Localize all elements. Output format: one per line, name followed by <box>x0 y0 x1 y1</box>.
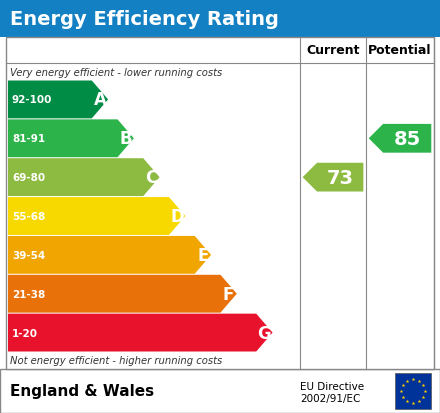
Bar <box>0 369 440 413</box>
Polygon shape <box>303 164 363 192</box>
Text: F: F <box>223 285 235 303</box>
Polygon shape <box>369 125 431 153</box>
Text: 55-68: 55-68 <box>12 211 45 221</box>
Text: Potential: Potential <box>368 44 432 57</box>
Text: Very energy efficient - lower running costs: Very energy efficient - lower running co… <box>10 67 222 77</box>
Polygon shape <box>8 159 160 197</box>
Text: 92-100: 92-100 <box>12 95 52 105</box>
Text: 1-20: 1-20 <box>12 328 38 338</box>
Text: EU Directive: EU Directive <box>300 381 364 391</box>
Text: 2002/91/EC: 2002/91/EC <box>300 393 360 403</box>
Text: Energy Efficiency Rating: Energy Efficiency Rating <box>10 9 279 28</box>
Text: E: E <box>197 246 209 264</box>
Text: England & Wales: England & Wales <box>10 384 154 399</box>
Polygon shape <box>8 275 237 313</box>
Text: 39-54: 39-54 <box>12 250 45 260</box>
Text: A: A <box>94 91 106 109</box>
Polygon shape <box>8 236 211 274</box>
Text: C: C <box>145 169 158 187</box>
Text: 85: 85 <box>393 129 421 148</box>
Text: Current: Current <box>306 44 360 57</box>
Text: B: B <box>119 130 132 148</box>
Text: D: D <box>170 207 184 225</box>
Text: 81-91: 81-91 <box>12 134 45 144</box>
Text: 69-80: 69-80 <box>12 173 45 183</box>
Text: G: G <box>257 324 271 342</box>
Text: Not energy efficient - higher running costs: Not energy efficient - higher running co… <box>10 356 222 366</box>
Bar <box>395 373 431 409</box>
Text: 73: 73 <box>326 168 354 187</box>
Polygon shape <box>8 120 134 158</box>
Polygon shape <box>8 81 108 119</box>
Polygon shape <box>8 314 272 351</box>
Text: 21-38: 21-38 <box>12 289 45 299</box>
Polygon shape <box>8 197 185 235</box>
Bar <box>0 0 440 38</box>
Bar <box>6 38 434 369</box>
